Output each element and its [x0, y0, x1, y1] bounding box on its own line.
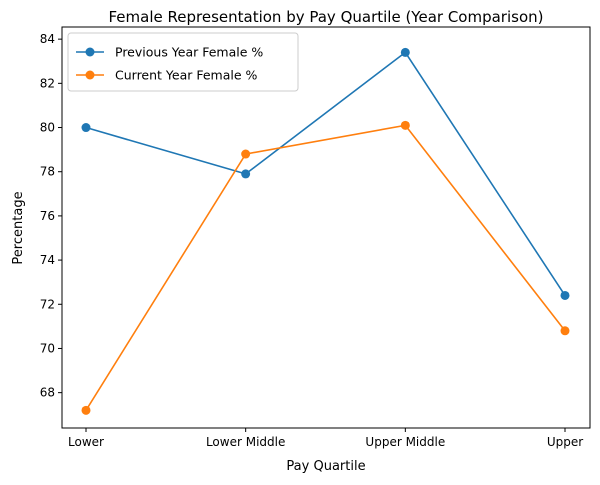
- x-tick-label: Upper Middle: [365, 435, 445, 449]
- y-tick-label: 70: [40, 341, 55, 355]
- data-point: [400, 120, 410, 130]
- y-tick-label: 80: [40, 121, 55, 135]
- data-point: [81, 123, 91, 133]
- x-tick-label: Lower Middle: [206, 435, 285, 449]
- y-tick-label: 84: [40, 32, 55, 46]
- plot-area-frame: [61, 26, 591, 429]
- data-point: [560, 290, 570, 300]
- y-tick-label: 72: [40, 297, 55, 311]
- y-axis-label: Percentage: [11, 191, 26, 264]
- legend-marker: [85, 70, 95, 80]
- legend-label: Previous Year Female %: [115, 45, 263, 60]
- data-point: [560, 326, 570, 336]
- y-tick-label: 82: [40, 76, 55, 90]
- series-line: [85, 124, 566, 411]
- series-line: [85, 51, 566, 296]
- y-tick-label: 76: [40, 209, 55, 223]
- legend: Previous Year Female % Current Year Femal…: [67, 32, 299, 92]
- x-axis-label: Pay Quartile: [286, 459, 365, 474]
- y-tick-label: 74: [40, 253, 55, 267]
- legend-label: Current Year Female %: [115, 68, 258, 83]
- data-point: [241, 149, 251, 159]
- data-point: [241, 169, 251, 179]
- legend-marker: [85, 47, 95, 57]
- data-point: [400, 47, 410, 57]
- x-tick-label: Lower: [68, 435, 104, 449]
- chart-title: Female Representation by Pay Quartile (Y…: [109, 8, 544, 26]
- x-tick-label: Upper: [547, 435, 583, 449]
- y-tick-label: 78: [40, 165, 55, 179]
- y-tick-label: 68: [40, 386, 55, 400]
- data-point: [81, 405, 91, 415]
